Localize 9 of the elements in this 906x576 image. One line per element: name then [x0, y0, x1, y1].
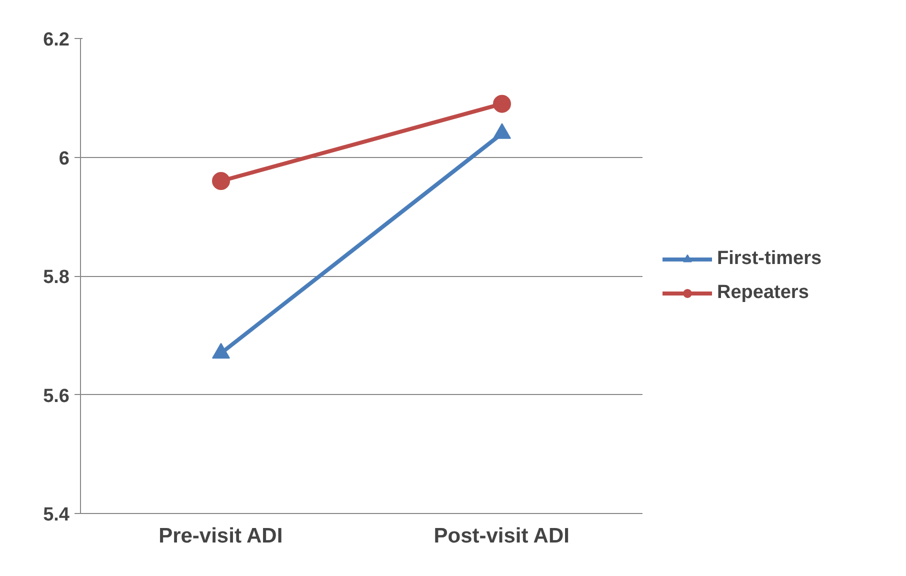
y-tick-label: 5.8: [43, 267, 70, 288]
y-tick-label: 6: [58, 148, 70, 170]
legend-label: First-timers: [717, 248, 822, 270]
legend-label: Repeaters: [717, 282, 809, 304]
y-tick-label: 6.2: [43, 30, 70, 50]
y-tick-label: 5.4: [43, 504, 70, 526]
y-tick-label: 5.6: [43, 386, 70, 407]
x-tick-label: Pre-visit ADI: [158, 524, 283, 548]
x-tick-label: Post-visit ADI: [434, 524, 570, 548]
